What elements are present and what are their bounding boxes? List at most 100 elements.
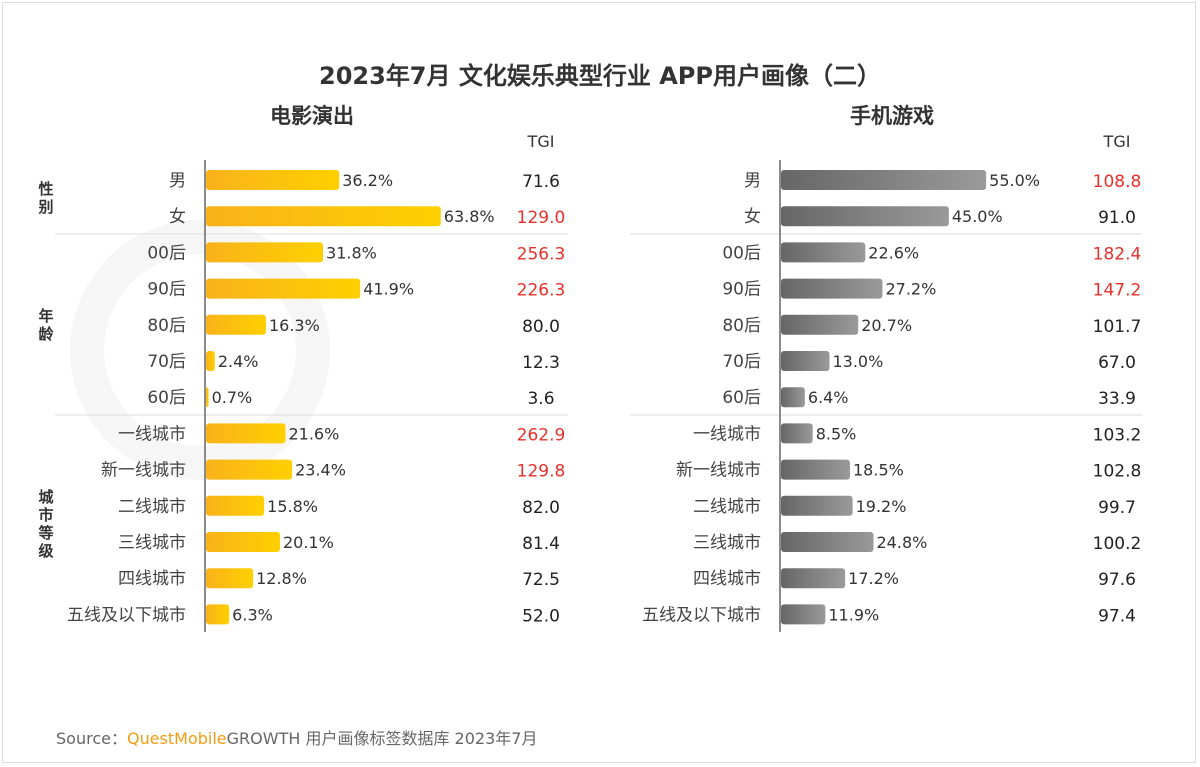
category-label: 新一线城市: [676, 461, 761, 481]
group-label: 年龄: [38, 307, 54, 343]
bar-value-label: 17.2%: [848, 569, 899, 588]
bar: [206, 423, 286, 444]
bar-value-label: 45.0%: [952, 207, 1003, 226]
bar-value-label: 16.3%: [269, 316, 320, 335]
bar: [781, 532, 874, 552]
tgi-value: 82.0: [522, 498, 560, 518]
tgi-value: 33.9: [1098, 389, 1136, 409]
category-label: 男: [169, 171, 186, 191]
source-note: Source：QuestMobileGROWTH 用户画像标签数据库 2023年…: [56, 725, 537, 749]
category-label: 三线城市: [693, 533, 761, 553]
right-tgi-header: TGI: [1103, 132, 1131, 151]
bar: [781, 423, 813, 444]
bar: [206, 604, 230, 625]
tgi-value: 91.0: [1098, 208, 1136, 228]
tgi-value: 52.0: [522, 606, 560, 626]
bar-value-label: 36.2%: [342, 171, 393, 190]
category-label: 女: [744, 207, 761, 227]
bar-value-label: 27.2%: [885, 280, 936, 299]
bar: [206, 568, 254, 589]
tgi-value: 103.2: [1093, 425, 1142, 445]
category-label: 五线及以下城市: [67, 605, 186, 625]
chart-title: 2023年7月 文化娱乐典型行业 APP用户画像（二）: [319, 62, 881, 90]
bar: [206, 170, 340, 190]
bar-value-label: 12.8%: [256, 569, 307, 588]
bar-value-label: 63.8%: [444, 207, 495, 226]
tgi-value: 12.3: [522, 353, 560, 373]
bar: [206, 495, 265, 516]
category-label: 一线城市: [118, 424, 186, 444]
bar-value-label: 8.5%: [816, 424, 857, 443]
tgi-value: 72.5: [522, 570, 560, 590]
right-chart-title: 手机游戏: [850, 104, 934, 128]
bar-value-label: 41.9%: [363, 280, 414, 299]
category-label: 70后: [722, 352, 761, 372]
tgi-value: 3.6: [527, 389, 554, 409]
bar: [206, 278, 361, 299]
category-label: 70后: [147, 352, 186, 372]
bar: [781, 351, 830, 371]
bar-value-label: 0.7%: [212, 388, 253, 407]
source-prefix: Source：: [56, 729, 127, 748]
bar: [206, 242, 324, 263]
category-label: 四线城市: [693, 569, 761, 589]
category-label: 80后: [147, 316, 186, 336]
bar: [781, 170, 987, 190]
bar-value-label: 13.0%: [832, 352, 883, 371]
bar-value-label: 20.7%: [861, 316, 912, 335]
bar-value-label: 6.4%: [808, 388, 849, 407]
bar: [781, 206, 949, 227]
bar-value-label: 15.8%: [267, 497, 318, 516]
bar: [781, 604, 826, 625]
bar: [206, 459, 293, 480]
bar: [206, 206, 441, 227]
category-label: 90后: [147, 280, 186, 300]
bar: [206, 314, 266, 335]
category-label: 四线城市: [118, 569, 186, 589]
bar-value-label: 19.2%: [856, 497, 907, 516]
category-label: 女: [169, 207, 186, 227]
tgi-value: 100.2: [1093, 534, 1142, 554]
bar-value-label: 24.8%: [877, 533, 928, 552]
tgi-value: 81.4: [522, 534, 560, 554]
group-label: 性别: [37, 180, 53, 216]
category-label: 男: [744, 171, 761, 191]
category-label: 00后: [722, 243, 761, 263]
bar-value-label: 55.0%: [989, 171, 1040, 190]
bar: [781, 459, 851, 480]
bar-value-label: 22.6%: [868, 243, 919, 262]
bar: [781, 387, 805, 408]
category-label: 90后: [722, 280, 761, 300]
category-label: 二线城市: [118, 497, 186, 517]
category-label: 60后: [722, 388, 761, 408]
category-label: 二线城市: [693, 497, 761, 517]
tgi-value: 80.0: [522, 317, 560, 337]
bar-value-label: 31.8%: [326, 243, 377, 262]
bar-value-label: 6.3%: [232, 605, 273, 624]
tgi-value: 101.7: [1093, 317, 1142, 337]
left-tgi-header: TGI: [527, 132, 555, 151]
source-rest: GROWTH 用户画像标签数据库 2023年7月: [226, 729, 538, 748]
category-label: 新一线城市: [101, 461, 186, 481]
tgi-value: 67.0: [1098, 353, 1136, 373]
bar-value-label: 18.5%: [853, 461, 904, 480]
category-label: 三线城市: [118, 533, 186, 553]
category-label: 00后: [147, 243, 186, 263]
source-brand: QuestMobile: [126, 729, 227, 748]
bar-value-label: 20.1%: [283, 533, 334, 552]
bar-value-label: 2.4%: [218, 352, 259, 371]
tgi-value: 71.6: [522, 172, 560, 192]
tgi-value: 129.0: [517, 208, 566, 228]
bar: [781, 495, 853, 516]
tgi-value: 182.4: [1093, 244, 1142, 264]
category-label: 80后: [722, 316, 761, 336]
tgi-value: 262.9: [517, 425, 566, 445]
bar: [781, 314, 859, 335]
bar-value-label: 11.9%: [828, 605, 879, 624]
bar-value-label: 21.6%: [288, 424, 339, 443]
tgi-value: 129.8: [517, 462, 566, 482]
category-label: 五线及以下城市: [642, 605, 761, 625]
bar: [781, 278, 883, 299]
